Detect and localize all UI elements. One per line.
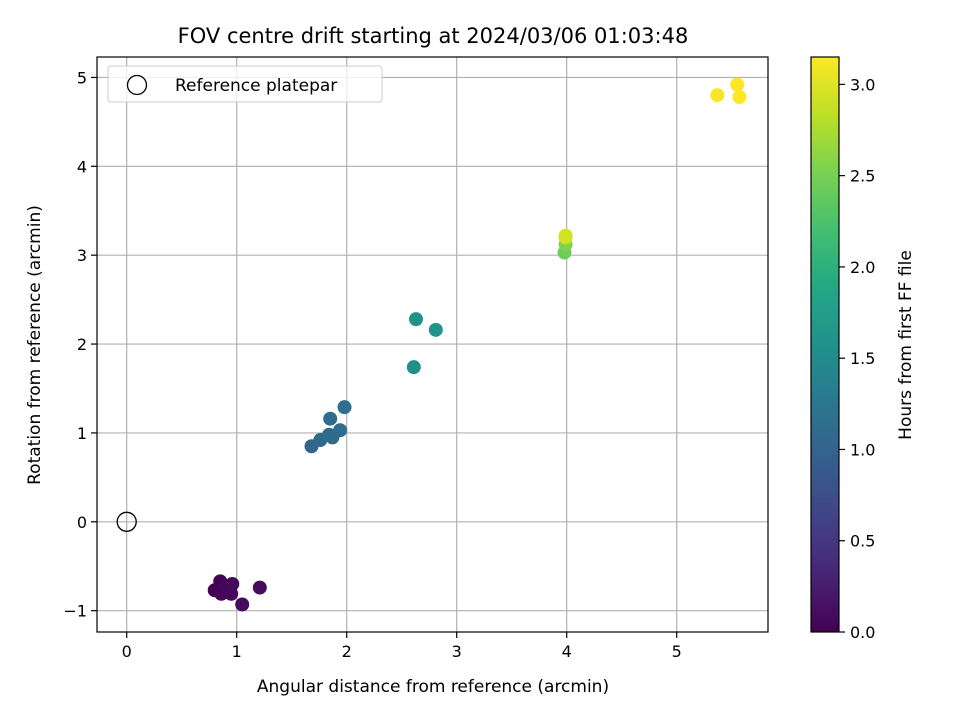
y-tick-label: 4 [77, 157, 87, 176]
colorbar-tick-label: 0.5 [850, 532, 875, 551]
data-point [732, 89, 747, 104]
x-tick-label: 3 [452, 642, 462, 661]
reference-platepar-marker [116, 511, 137, 532]
legend: Reference platepar [107, 65, 383, 103]
data-point [558, 228, 573, 243]
data-points [116, 77, 747, 612]
plot-frame [96, 56, 769, 633]
chart-title: FOV centre drift starting at 2024/03/06 … [178, 24, 689, 48]
x-tick-label: 2 [342, 642, 352, 661]
colorbar-ticks: 0.0 0.5 1.0 1.5 2.0 2.5 3.0 [839, 75, 875, 642]
y-tick-label: 3 [77, 246, 87, 265]
data-point [333, 423, 348, 438]
data-point [406, 360, 421, 375]
y-axis-ticks: −1 0 1 2 3 4 5 [63, 68, 97, 621]
y-tick-label: 1 [77, 424, 87, 443]
colorbar-tick-label: 2.5 [850, 167, 875, 186]
legend-entry-reference: Reference platepar [175, 76, 337, 96]
data-point [337, 400, 352, 415]
x-tick-label: 0 [122, 642, 132, 661]
colorbar-tick-label: 1.0 [850, 440, 875, 459]
colorbar-tick-label: 1.5 [850, 349, 875, 368]
colorbar-tick-label: 2.0 [850, 258, 875, 277]
data-point [710, 88, 725, 103]
data-point [323, 411, 338, 426]
x-tick-label: 5 [672, 642, 682, 661]
data-point [409, 312, 423, 327]
y-axis-label: Rotation from reference (arcmin) [25, 205, 45, 485]
colorbar-label: Hours from first FF file [896, 250, 916, 440]
y-tick-label: −1 [63, 602, 87, 621]
legend-marker-reference [126, 74, 148, 96]
colorbar [810, 56, 840, 633]
legend-box [107, 65, 383, 103]
y-tick-label: 2 [77, 335, 87, 354]
data-point [235, 597, 250, 612]
x-axis-label: Angular distance from reference (arcmin) [257, 677, 609, 697]
x-tick-label: 4 [562, 642, 572, 661]
data-point [252, 580, 267, 595]
y-tick-label: 5 [77, 68, 87, 87]
data-point [225, 577, 240, 592]
x-axis-ticks: 0 1 2 3 4 5 [122, 632, 682, 661]
data-point [428, 322, 443, 337]
colorbar-tick-label: 0.0 [850, 623, 875, 642]
y-tick-label: 0 [77, 513, 87, 532]
colorbar-tick-label: 3.0 [850, 75, 875, 94]
x-tick-label: 1 [232, 642, 242, 661]
data-point [730, 77, 745, 92]
